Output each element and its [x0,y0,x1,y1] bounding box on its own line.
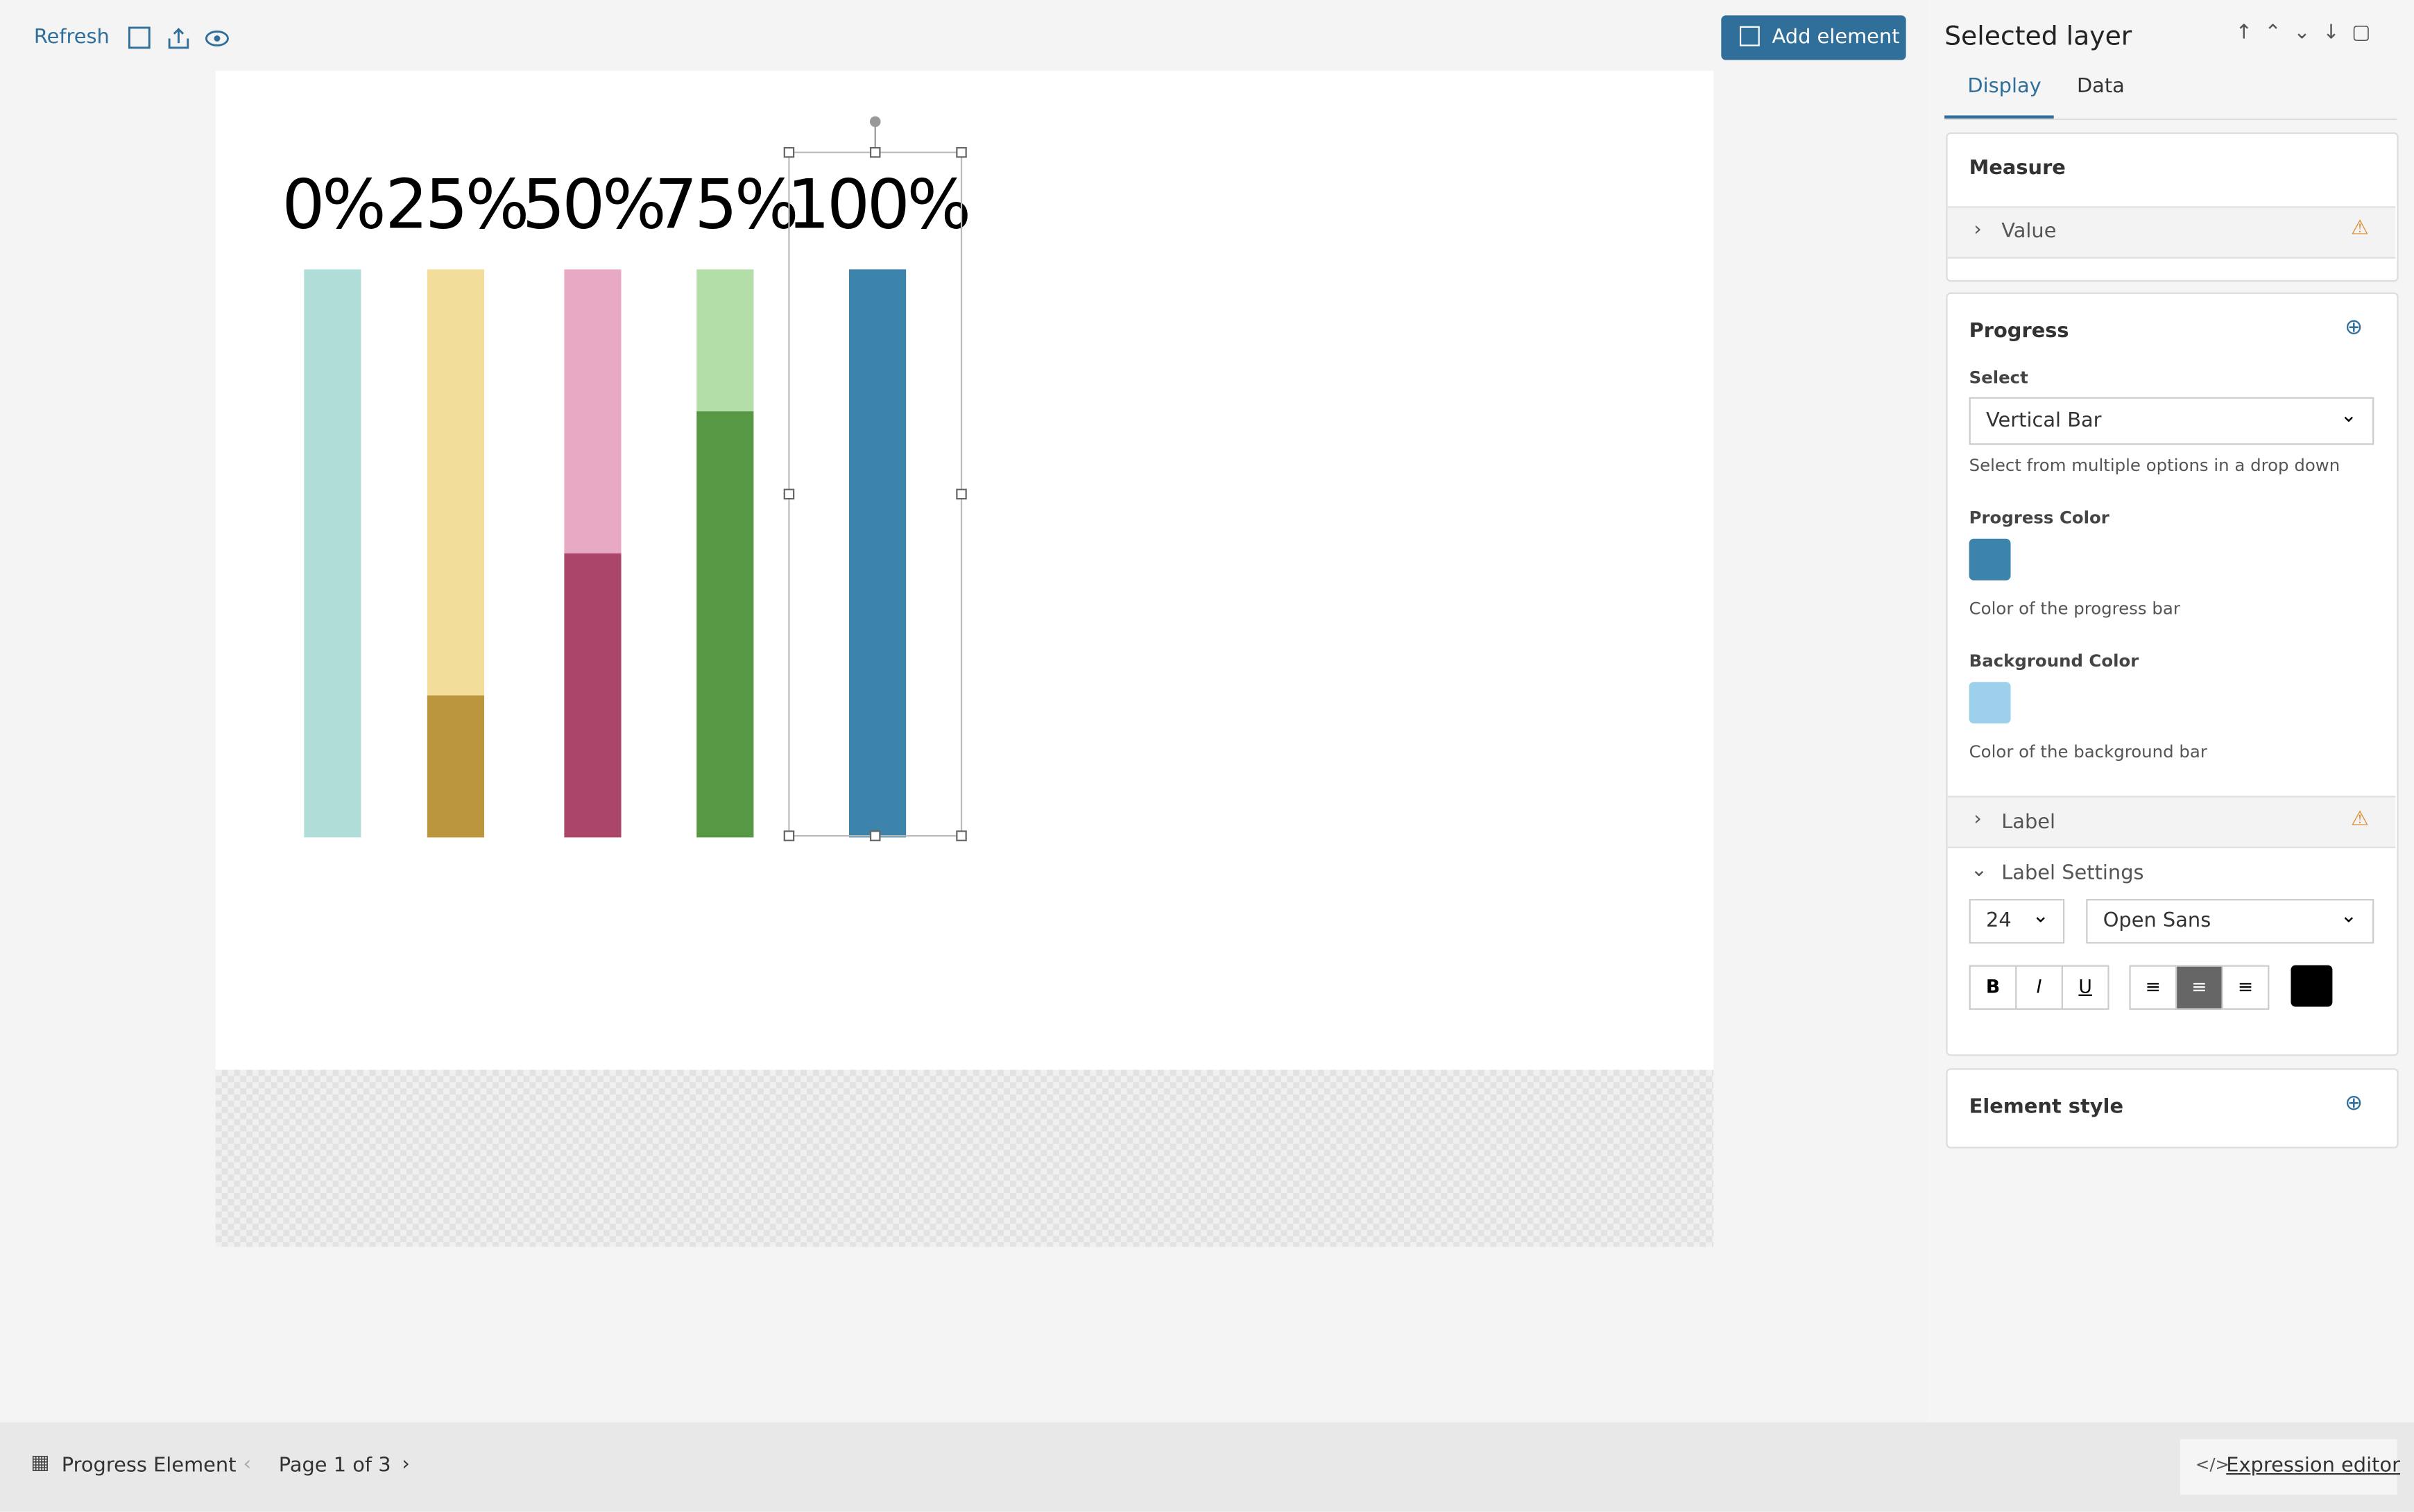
resize-handle [869,830,881,841]
element-name: Progress Element [61,1454,237,1478]
section-title: Progress [1969,320,2069,343]
help-text: Color of the background bar [1969,741,2207,762]
canvas-overflow [215,1069,1714,1247]
page-indicator: Page 1 of 3 [278,1454,391,1478]
progress-label: 50% [522,165,664,244]
tab-underline [1944,115,2054,119]
toolbar-icons [128,26,229,49]
chevron: ⌄ [1970,859,1988,882]
align-right[interactable]: ≡ [2221,965,2270,1010]
resize-handle [783,830,795,841]
field-label: Progress Color [1969,508,2109,529]
panel-title: Selected layer [1944,22,2132,53]
help-text: Color of the progress bar [1969,599,2180,619]
italic-button[interactable]: I [2015,965,2063,1010]
code-icon: </> [2195,1454,2230,1475]
font-name: Open Sans [2103,909,2211,933]
resize-handle [956,488,967,500]
progress-bar [696,411,754,838]
select-dropdown[interactable]: Vertical Bar ⌄ [1969,397,2374,445]
add-icon[interactable]: ⊕ [2345,315,2363,341]
progress-background [304,269,361,838]
bold-button[interactable]: B [1969,965,2017,1010]
resize-handle [783,146,795,158]
label-row[interactable] [1947,796,2396,848]
align-left[interactable]: ≡ [2129,965,2177,1010]
progress-elements: 0% 25%50%75%100% [282,116,971,841]
font-size: 24 [1986,909,2012,933]
section-title: Measure [1969,157,2066,180]
background-color-swatch[interactable] [1969,682,2011,724]
add-icon[interactable]: ⊕ [2345,1091,2363,1117]
font-select[interactable]: Open Sans ⌄ [2086,899,2374,944]
progress-label: 75% [654,165,796,244]
layer-order-icons[interactable]: ↑⌃⌄↓▢ [2235,22,2383,45]
chevron: ⌄ [2340,404,2357,428]
resize-handle [869,146,881,158]
rotate-handle [869,116,881,128]
chevron: ⌄ [2032,905,2049,929]
progress-bar [427,695,485,838]
refresh[interactable]: Refresh [33,26,110,50]
progress-bar [564,553,622,838]
warning-icon: ⚠ [2351,808,2369,832]
value-row[interactable] [1947,206,2396,259]
progress-bar [848,269,907,838]
tab-display[interactable]: Display [1967,75,2041,99]
label-label: Label [2001,811,2056,834]
field-label: Background Color [1969,651,2139,671]
chevron: › [1974,218,1982,242]
grid-icon: ▦ [31,1451,50,1475]
label-color-swatch[interactable] [2291,965,2333,1007]
resize-handle [783,488,795,500]
resize-handle [956,146,967,158]
resize-handle [956,830,967,841]
progress-color-swatch[interactable] [1969,538,2011,581]
help-text: Select from multiple options in a drop d… [1969,455,2340,476]
progress-label: 100% [787,165,968,244]
underline-button[interactable]: U [2061,965,2109,1010]
tab-data[interactable]: Data [2076,75,2125,99]
expression-editor-button[interactable]: </> Expression editor [2180,1439,2400,1495]
value-label: Value [2001,220,2057,243]
add-element-label: Add element [1772,26,1900,50]
progress-label: 0% [282,165,383,244]
warning-icon: ⚠ [2351,216,2369,241]
icon [1739,26,1760,46]
select-value: Vertical Bar [1986,409,2102,433]
tab-divider [1944,118,2397,121]
font-size-select[interactable]: 24 ⌄ [1969,899,2065,944]
next-page[interactable]: › [402,1453,410,1477]
progress-label: 25% [385,165,527,244]
align-center[interactable]: ≡ [2175,965,2223,1010]
chevron: › [1974,808,1982,832]
element-style-card [1946,1068,2399,1149]
footer [0,1422,2414,1512]
section-title: Element style [1969,1096,2124,1119]
add-element-button[interactable]: Add element [1721,15,1906,60]
expression-editor-label: Expression editor [2226,1454,2400,1478]
field-label: Select [1969,368,2028,388]
chevron: ⌄ [2340,905,2357,929]
label-settings[interactable]: Label Settings [2001,861,2144,886]
prev-page[interactable]: ‹ [243,1453,252,1477]
